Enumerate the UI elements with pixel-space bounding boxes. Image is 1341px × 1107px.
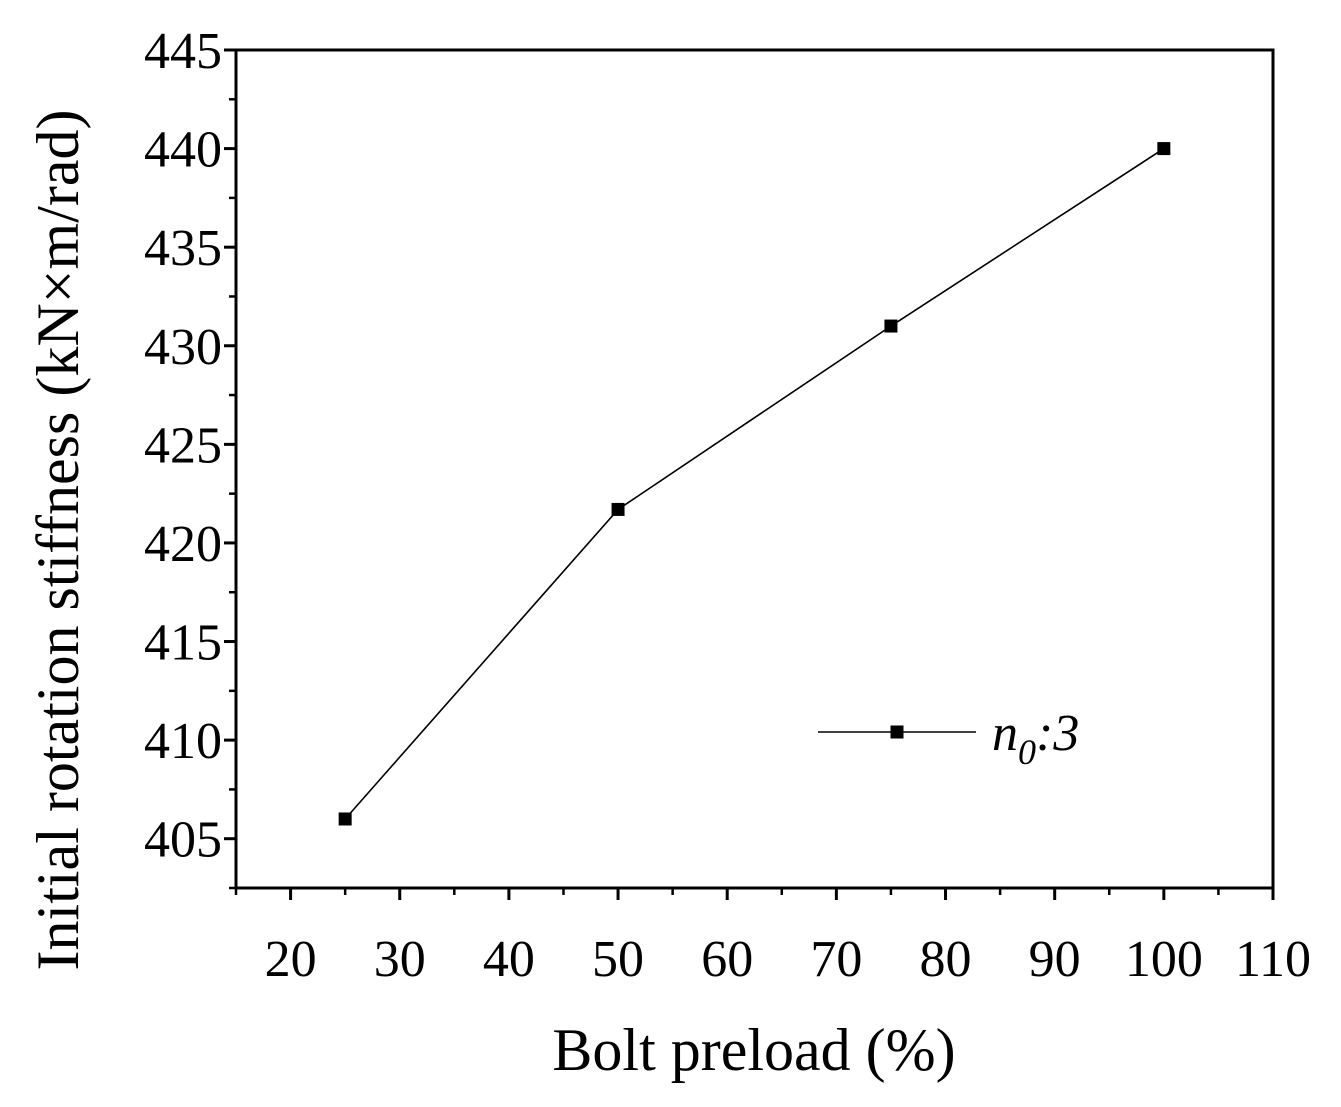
x-tick-label: 20	[265, 931, 317, 988]
y-tick-label: 405	[144, 812, 222, 869]
data-point	[1157, 142, 1171, 156]
legend-marker	[890, 725, 904, 739]
y-tick-label: 430	[144, 319, 222, 376]
x-tick-label: 30	[374, 931, 426, 988]
x-tick-label: 40	[483, 931, 535, 988]
x-tick-label: 100	[1125, 931, 1203, 988]
y-tick-label: 415	[144, 615, 222, 672]
x-tick-label: 50	[592, 931, 644, 988]
x-axis-label: Bolt preload (%)	[552, 1017, 955, 1083]
legend: n0:3	[818, 705, 1079, 772]
x-tick-label: 70	[810, 931, 862, 988]
x-ticks: 20 30 40 50 60 70 80 90 100 110	[234, 888, 1311, 988]
x-tick-label: 60	[701, 931, 753, 988]
series	[338, 142, 1171, 826]
y-axis-label: Initial rotation stiffness (kN×m/rad)	[25, 110, 91, 971]
y-tick-label: 420	[144, 516, 222, 573]
data-point	[338, 812, 352, 826]
y-tick-label: 440	[144, 122, 222, 179]
plot-frame	[234, 48, 1275, 890]
y-ticks: 405 410 415 420 425 430 435 440 445	[144, 23, 236, 890]
x-tick-label: 80	[920, 931, 972, 988]
legend-label: n0:3	[992, 705, 1079, 772]
x-tick-label: 110	[1235, 931, 1311, 988]
data-point	[884, 319, 898, 333]
y-tick-label: 410	[144, 713, 222, 770]
series-line	[344, 147, 1165, 820]
y-tick-label: 445	[144, 23, 222, 80]
axes	[234, 48, 1275, 890]
x-tick-label: 90	[1029, 931, 1081, 988]
data-point	[611, 502, 625, 516]
y-tick-label: 435	[144, 220, 222, 277]
y-tick-label: 425	[144, 417, 222, 474]
